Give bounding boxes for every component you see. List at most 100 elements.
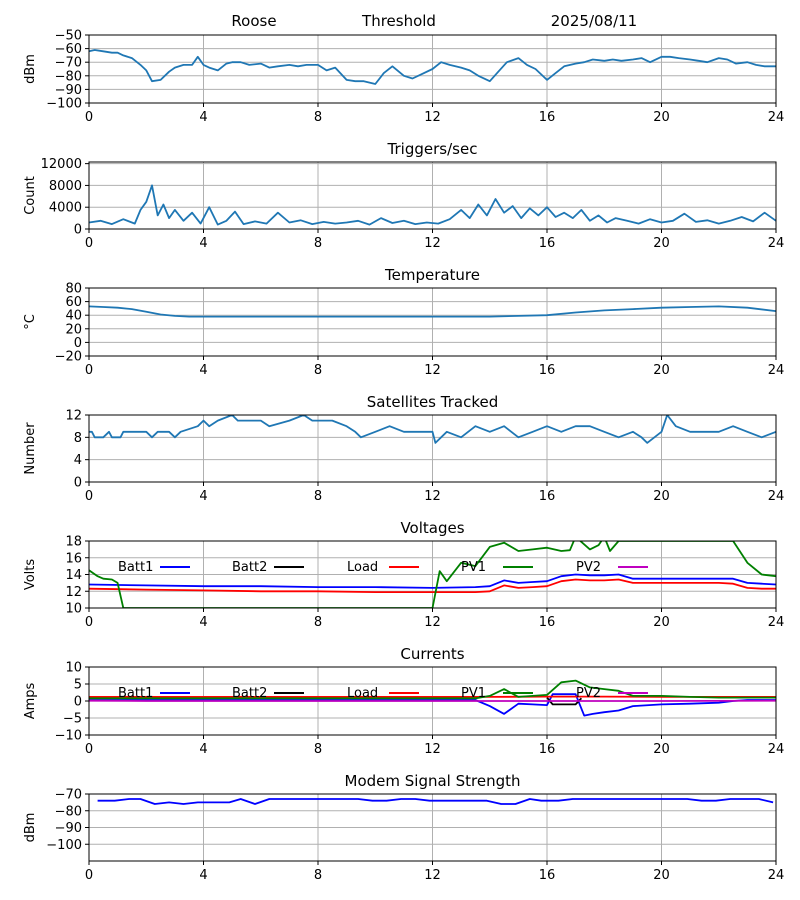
y-tick-label: 14 bbox=[65, 568, 82, 583]
series-pv1 bbox=[89, 679, 776, 700]
x-tick-label: 4 bbox=[199, 110, 207, 125]
x-tick-label: 8 bbox=[314, 236, 322, 251]
x-tick-label: 4 bbox=[199, 742, 207, 757]
x-tick-label: 12 bbox=[424, 363, 441, 378]
y-tick-label: 12 bbox=[65, 409, 82, 424]
x-tick-label: 8 bbox=[314, 742, 322, 757]
y-tick-label: 4 bbox=[74, 453, 82, 468]
y-tick-label: 18 bbox=[65, 535, 82, 550]
series-batt1 bbox=[89, 693, 776, 717]
y-tick-label: −90 bbox=[55, 83, 82, 98]
chart-satellites: 0 4 8 12 16 20 24 0 4 8 12 Satellites Tracked Number bbox=[23, 393, 784, 504]
x-tick-label: 20 bbox=[653, 615, 670, 630]
y-tick-label: −20 bbox=[55, 350, 82, 365]
x-tick-label: 8 bbox=[314, 110, 322, 125]
x-tick-label: 0 bbox=[85, 110, 93, 125]
x-tick-label: 8 bbox=[314, 363, 322, 378]
trigger-mode: Threshold bbox=[361, 12, 436, 30]
y-tick-label: 0 bbox=[74, 223, 82, 238]
x-tick-label: 0 bbox=[85, 236, 93, 251]
y-tick-label: −5 bbox=[63, 712, 82, 727]
series-signal bbox=[89, 49, 776, 85]
x-tick-label: 0 bbox=[85, 363, 93, 378]
x-tick-label: 24 bbox=[768, 363, 785, 378]
chart-title: Currents bbox=[400, 645, 464, 663]
x-tick-label: 12 bbox=[424, 868, 441, 883]
y-tick-label: 12000 bbox=[41, 157, 82, 172]
y-tick-label: −60 bbox=[55, 42, 82, 57]
y-tick-label: −80 bbox=[55, 69, 82, 84]
x-tick-label: 0 bbox=[85, 868, 93, 883]
x-tick-label: 20 bbox=[653, 868, 670, 883]
y-tick-label: −100 bbox=[46, 97, 82, 112]
x-tick-label: 16 bbox=[539, 236, 556, 251]
series-modem bbox=[97, 798, 774, 805]
x-tick-label: 24 bbox=[768, 236, 785, 251]
series-temperature bbox=[89, 305, 776, 318]
y-tick-label: 16 bbox=[65, 551, 82, 566]
y-tick-label: −80 bbox=[55, 804, 82, 819]
x-tick-label: 4 bbox=[199, 615, 207, 630]
x-tick-label: 12 bbox=[424, 742, 441, 757]
header: Roose Threshold 2025/08/11 bbox=[231, 12, 637, 30]
y-tick-label: 10 bbox=[65, 602, 82, 617]
y-tick-label: 40 bbox=[65, 309, 82, 324]
y-tick-label: −70 bbox=[55, 56, 82, 71]
y-tick-label: 0 bbox=[74, 476, 82, 491]
y-tick-label: −100 bbox=[46, 838, 82, 853]
x-tick-label: 24 bbox=[768, 868, 785, 883]
legend-label-load: Load bbox=[347, 686, 378, 701]
x-tick-label: 0 bbox=[85, 742, 93, 757]
legend-label-batt2: Batt2 bbox=[232, 560, 267, 575]
y-axis-label: °C bbox=[23, 314, 38, 330]
legend-label-batt2: Batt2 bbox=[232, 686, 267, 701]
y-tick-label: 4000 bbox=[49, 201, 82, 216]
legend-label-batt1: Batt1 bbox=[118, 560, 153, 575]
legend-label-pv2: PV2 bbox=[576, 560, 601, 575]
x-tick-label: 12 bbox=[424, 489, 441, 504]
y-axis-label: Amps bbox=[23, 682, 38, 719]
x-tick-label: 4 bbox=[199, 489, 207, 504]
series-triggers bbox=[89, 184, 776, 226]
legend: Batt1 Batt2 Load PV1 PV2 bbox=[118, 686, 648, 701]
y-tick-label: 8000 bbox=[49, 179, 82, 194]
x-tick-label: 12 bbox=[424, 615, 441, 630]
y-tick-label: 20 bbox=[65, 322, 82, 337]
y-tick-label: 5 bbox=[74, 678, 82, 693]
grid bbox=[88, 540, 777, 609]
y-tick-label: −50 bbox=[55, 29, 82, 44]
y-tick-label: 60 bbox=[65, 295, 82, 310]
x-tick-label: 24 bbox=[768, 742, 785, 757]
x-tick-label: 8 bbox=[314, 489, 322, 504]
x-tick-label: 20 bbox=[653, 236, 670, 251]
y-axis-label: dBm bbox=[23, 813, 38, 843]
y-axis-label: Volts bbox=[23, 559, 38, 591]
y-tick-label: −70 bbox=[55, 788, 82, 803]
x-tick-label: 4 bbox=[199, 363, 207, 378]
legend-label-load: Load bbox=[347, 560, 378, 575]
x-tick-label: 0 bbox=[85, 615, 93, 630]
x-tick-label: 8 bbox=[314, 868, 322, 883]
x-tick-label: 8 bbox=[314, 615, 322, 630]
grid bbox=[88, 287, 777, 357]
series-batt1 bbox=[89, 573, 776, 589]
x-tick-label: 24 bbox=[768, 615, 785, 630]
legend-label-pv1: PV1 bbox=[461, 686, 486, 701]
y-tick-label: 0 bbox=[74, 336, 82, 351]
grid bbox=[88, 414, 777, 483]
chart-modem: 0 4 8 12 16 20 24 −100 −90 −80−70 Modem Signal Str… bbox=[23, 772, 784, 883]
x-tick-label: 4 bbox=[199, 868, 207, 883]
chart-triggers: 0 4 8 12 16 20 24 0 4000 8000 12000 Triggers/sec Cou… bbox=[23, 140, 784, 251]
chart-title: Modem Signal Strength bbox=[345, 772, 521, 790]
series-satellites bbox=[89, 415, 776, 444]
legend-label-batt1: Batt1 bbox=[118, 686, 153, 701]
station-name: Roose bbox=[231, 12, 276, 30]
y-axis-label: dBm bbox=[23, 54, 38, 84]
x-tick-label: 12 bbox=[424, 236, 441, 251]
x-tick-label: 16 bbox=[539, 868, 556, 883]
